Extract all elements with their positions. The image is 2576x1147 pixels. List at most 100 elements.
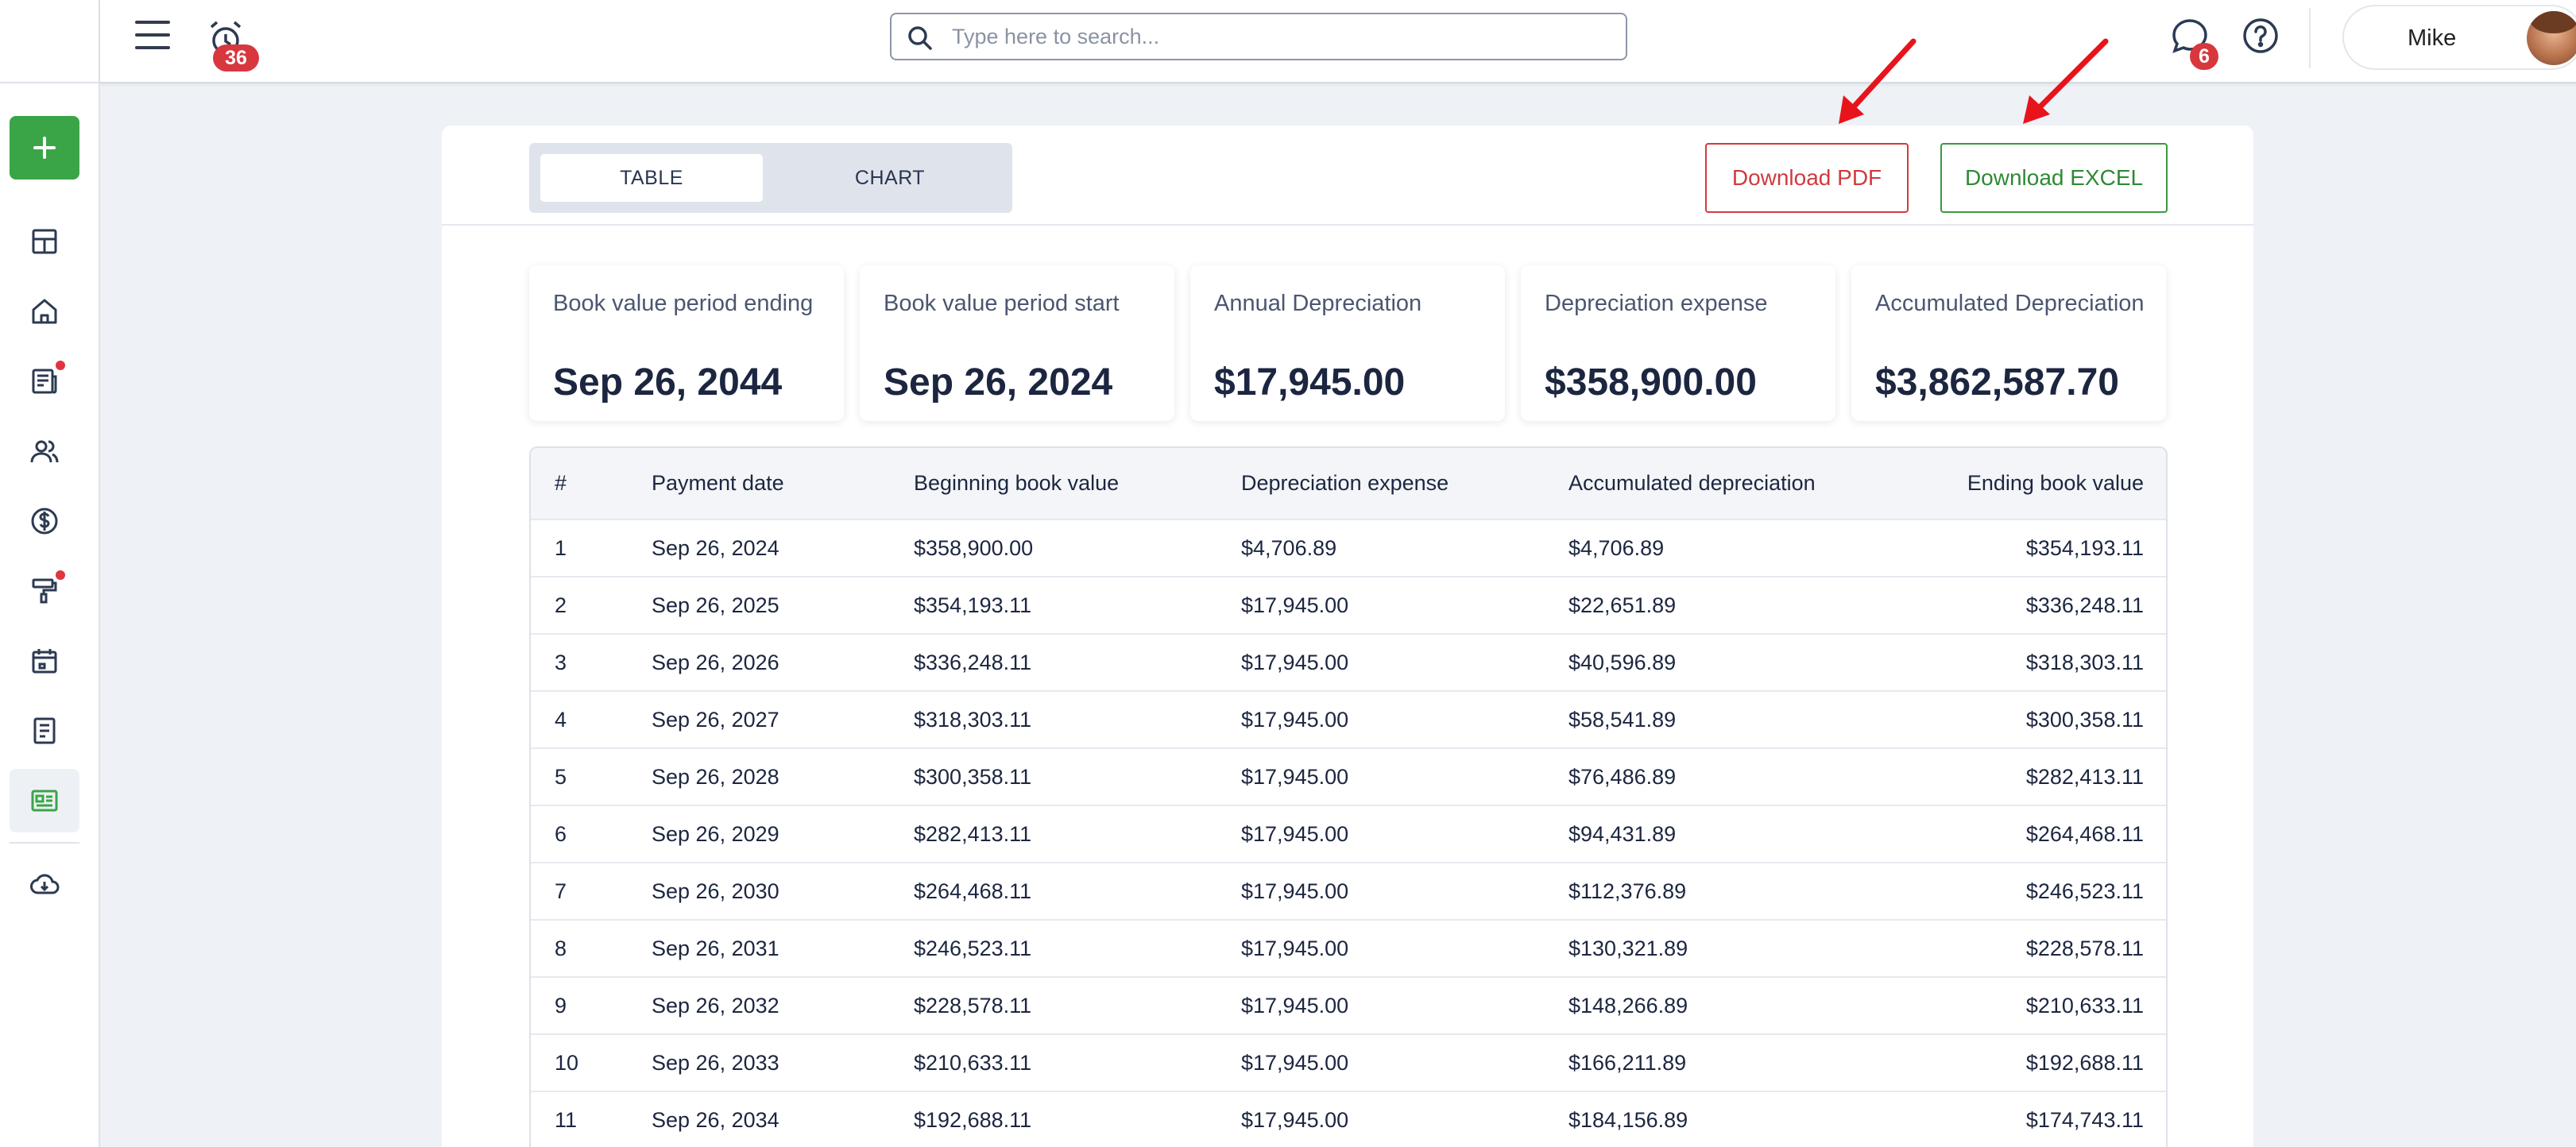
table-row[interactable]: 1 Sep 26, 2024 $358,900.00 $4,706.89 $4,706.… [531, 519, 2166, 577]
table-cell: $58,541.89 [1568, 707, 1677, 732]
table-row[interactable]: 10 Sep 26, 2033 $210,633.11 $17,945.00 $166,… [531, 1034, 2166, 1091]
kpi-card: Accumulated Depreciation $3,862,587.70 [1851, 265, 2166, 421]
menu-toggle-button[interactable] [135, 21, 170, 52]
paint-roller-icon [32, 578, 57, 604]
kpi-card: Book value period start Sep 26, 2024 [860, 265, 1174, 421]
table-cell: $17,945.00 [1241, 650, 1349, 674]
alarm-notifications-button[interactable]: 36 [205, 17, 259, 71]
table-cell: 3 [555, 650, 567, 674]
column-header[interactable]: # [555, 471, 567, 495]
sidebar-item-reports[interactable] [10, 350, 79, 413]
table-row[interactable]: 5 Sep 26, 2028 $300,358.11 $17,945.00 $76,48… [531, 748, 2166, 805]
table-cell: $228,578.11 [2025, 936, 2144, 960]
table-cell: $76,486.89 [1568, 764, 1677, 789]
table-cell: $210,633.11 [2025, 993, 2144, 1018]
sidebar-item-home[interactable] [10, 280, 79, 343]
question-circle-icon [2243, 18, 2278, 53]
search-input[interactable] [952, 21, 1603, 52]
table-row[interactable]: 8 Sep 26, 2031 $246,523.11 $17,945.00 $130,3… [531, 920, 2166, 977]
download-pdf-button[interactable]: Download PDF [1705, 143, 1909, 213]
annotation-arrow [2023, 38, 2109, 124]
kpi-label: Accumulated Depreciation [1875, 291, 2145, 316]
table-cell: $354,193.11 [914, 593, 1032, 617]
table-cell: $17,945.00 [1241, 1108, 1349, 1132]
column-header[interactable]: Payment date [652, 471, 784, 495]
notification-dot [56, 361, 65, 370]
sidebar-item-calendar[interactable] [10, 629, 79, 693]
table-cell: Sep 26, 2034 [652, 1108, 779, 1132]
table-cell: $17,945.00 [1241, 764, 1349, 789]
table-cell: $17,945.00 [1241, 993, 1349, 1018]
table-cell: $148,266.89 [1568, 993, 1688, 1018]
sidebar-item-paint[interactable] [10, 559, 79, 623]
document-list-icon [33, 717, 56, 744]
table-row[interactable]: 2 Sep 26, 2025 $354,193.11 $17,945.00 $22,65… [531, 577, 2166, 634]
search-box[interactable] [890, 13, 1627, 60]
kpi-value: $3,862,587.70 [1875, 361, 2119, 404]
download-excel-button[interactable]: Download EXCEL [1940, 143, 2168, 213]
annotation-arrow [1839, 38, 1917, 124]
table-cell: $17,945.00 [1241, 593, 1349, 617]
table-cell: $210,633.11 [914, 1050, 1032, 1075]
column-header[interactable]: Depreciation expense [1241, 471, 1449, 495]
hamburger-line [135, 33, 170, 37]
table-row[interactable]: 7 Sep 26, 2030 $264,468.11 $17,945.00 $112,3… [531, 863, 2166, 920]
table-cell: Sep 26, 2031 [652, 936, 779, 960]
table-cell: $246,523.11 [2025, 879, 2144, 903]
table-row[interactable]: 9 Sep 26, 2032 $228,578.11 $17,945.00 $148,2… [531, 977, 2166, 1034]
sidebar-item-finance[interactable] [10, 489, 79, 553]
chat-bubble-icon [2172, 19, 2207, 53]
table-cell: 2 [555, 593, 567, 617]
table-cell: $228,578.11 [914, 993, 1032, 1018]
view-toggle: TABLE CHART [529, 143, 1012, 213]
table-cell: Sep 26, 2030 [652, 879, 779, 903]
header-divider [2309, 8, 2311, 68]
sidebar-item-dashboard[interactable] [10, 210, 79, 273]
table-row[interactable]: 11 Sep 26, 2034 $192,688.11 $17,945.00 $184,… [531, 1091, 2166, 1147]
sidebar-item-users[interactable] [10, 419, 79, 483]
sidebar-top [0, 0, 99, 83]
kpi-label: Book value period ending [553, 291, 814, 316]
kpi-card: Depreciation expense $358,900.00 [1521, 265, 1835, 421]
messages-button[interactable]: 6 [2169, 16, 2218, 70]
table-row[interactable]: 4 Sep 26, 2027 $318,303.11 $17,945.00 $58,54… [531, 691, 2166, 748]
table-cell: $112,376.89 [1568, 879, 1687, 903]
add-new-button[interactable] [10, 116, 79, 180]
kpi-card: Book value period ending Sep 26, 2044 [529, 265, 844, 421]
table-cell: Sep 26, 2032 [652, 993, 779, 1018]
table-row[interactable]: 3 Sep 26, 2026 $336,248.11 $17,945.00 $40,59… [531, 634, 2166, 691]
table-cell: $300,358.11 [914, 764, 1032, 789]
table-header-row: # Payment date Beginning book value Depr… [531, 448, 2166, 519]
help-button[interactable] [2241, 16, 2280, 56]
column-header[interactable]: Beginning book value [914, 471, 1120, 495]
table-cell: $184,156.89 [1568, 1108, 1688, 1132]
table-cell: 5 [555, 764, 567, 789]
sidebar-item-assets[interactable] [10, 769, 79, 832]
column-header[interactable]: Ending book value [1967, 471, 2144, 495]
sidebar-item-cloud[interactable] [10, 853, 79, 917]
dollar-circle-icon [31, 508, 58, 535]
home-icon [32, 299, 57, 324]
table-row[interactable]: 6 Sep 26, 2029 $282,413.11 $17,945.00 $94,43… [531, 805, 2166, 863]
tab-chart[interactable]: CHART [854, 167, 926, 189]
tab-table[interactable]: TABLE [540, 154, 763, 202]
table-cell: $264,468.11 [914, 879, 1032, 903]
table-cell: $22,651.89 [1568, 593, 1677, 617]
table-cell: $40,596.89 [1568, 650, 1677, 674]
column-header[interactable]: Accumulated depreciation [1568, 471, 1816, 495]
table-cell: Sep 26, 2025 [652, 593, 779, 617]
table-cell: $17,945.00 [1241, 879, 1349, 903]
table-cell: 10 [555, 1050, 579, 1075]
table-cell: 4 [555, 707, 567, 732]
sidebar-item-documents[interactable] [10, 699, 79, 763]
kpi-value: $17,945.00 [1214, 361, 1406, 404]
table-cell: $17,945.00 [1241, 821, 1349, 846]
kpi-row: Book value period ending Sep 26, 2044 Bo… [529, 265, 2168, 421]
table-cell: $17,945.00 [1241, 936, 1349, 960]
user-menu[interactable]: Mike [2342, 5, 2576, 70]
hamburger-line [135, 21, 170, 24]
sidebar [0, 0, 100, 1147]
table-cell: $192,688.11 [914, 1108, 1032, 1132]
table-cell: $130,321.89 [1568, 936, 1688, 960]
table-cell: 1 [555, 535, 567, 560]
